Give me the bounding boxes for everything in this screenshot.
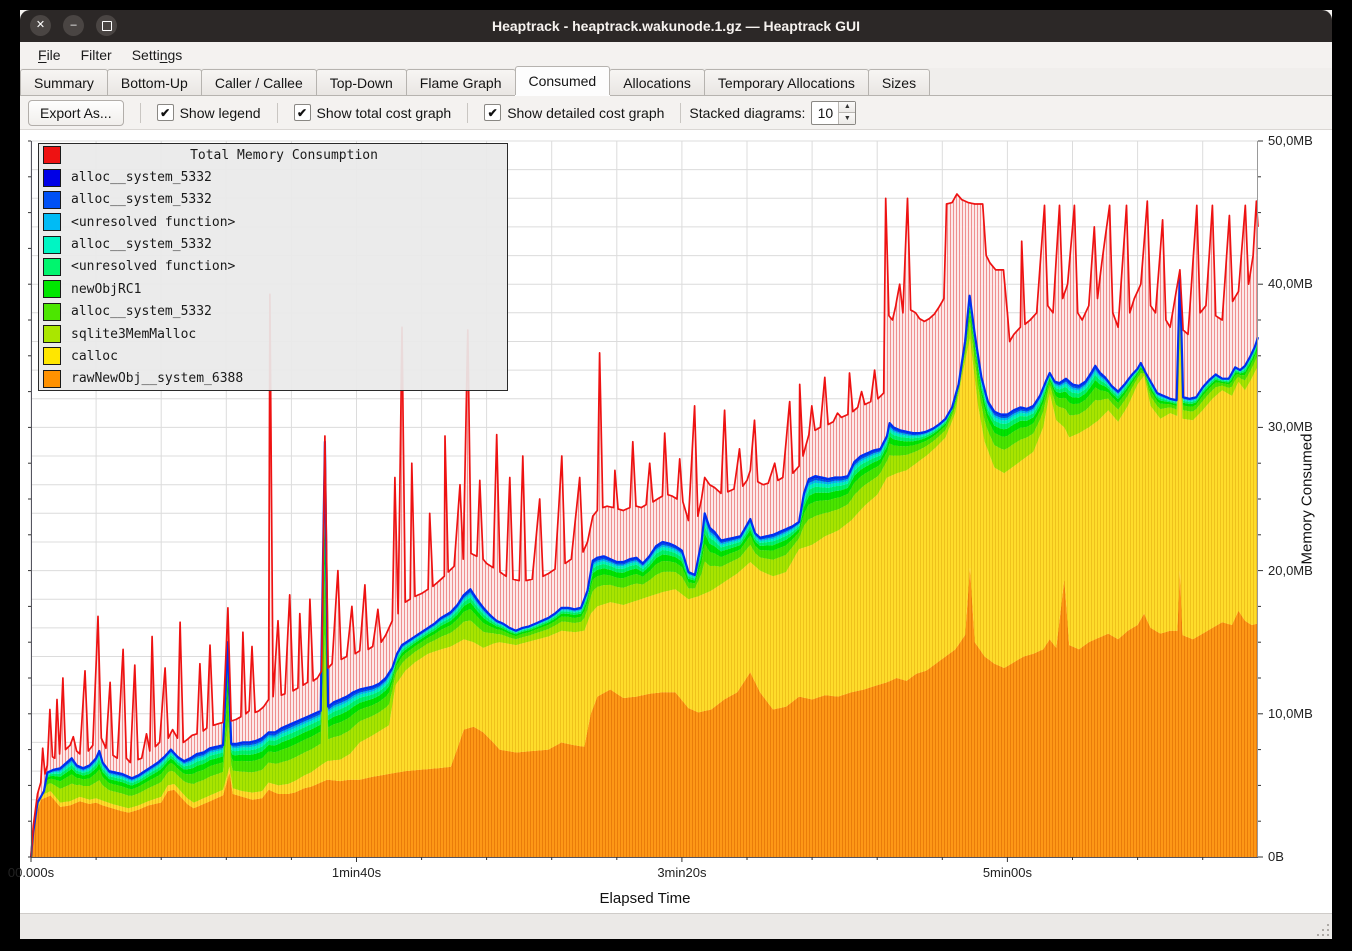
- legend-item: <unresolved function>: [39, 256, 507, 278]
- tab-caller-callee[interactable]: Caller / Callee: [200, 69, 317, 95]
- legend-item: rawNewObj__system_6388: [39, 368, 507, 390]
- spin-down-icon[interactable]: ▼: [839, 112, 856, 124]
- tab-allocations[interactable]: Allocations: [609, 69, 705, 95]
- legend-label: alloc__system_5332: [71, 170, 212, 186]
- stacked-diagrams-value[interactable]: 10: [817, 104, 834, 121]
- title-bar[interactable]: ✕ – Heaptrack - heaptrack.wakunode.1.gz …: [20, 10, 1332, 42]
- application-window: ✕ – Heaptrack - heaptrack.wakunode.1.gz …: [8, 10, 1332, 939]
- memory-consumption-chart[interactable]: [28, 140, 1271, 871]
- tab-top-down[interactable]: Top-Down: [315, 69, 407, 95]
- window-controls: ✕ –: [30, 15, 117, 36]
- legend-swatch-icon: [43, 325, 61, 344]
- legend-title-row: Total Memory Consumption: [39, 144, 507, 166]
- legend-label: <unresolved function>: [71, 214, 236, 230]
- checkmark-icon: ✔: [156, 104, 174, 121]
- tab-sizes[interactable]: Sizes: [867, 69, 931, 95]
- x-axis-tick-label: 3min20s: [657, 865, 707, 880]
- menu-filter[interactable]: Filter: [80, 47, 112, 63]
- checkmark-icon: ✔: [293, 104, 311, 121]
- stacked-diagrams-label: Stacked diagrams:: [689, 104, 806, 121]
- maximize-icon[interactable]: [96, 15, 117, 36]
- export-as-button[interactable]: Export As...: [28, 99, 124, 126]
- chart-legend[interactable]: Total Memory Consumption alloc__system_53…: [38, 143, 508, 391]
- y-axis-tick-label: 50,0MB: [1268, 133, 1313, 148]
- legend-label: calloc: [71, 348, 118, 364]
- y-axis-tick-label: 40,0MB: [1268, 276, 1313, 292]
- legend-swatch-icon: [43, 280, 61, 299]
- legend-label: alloc__system_5332: [71, 237, 212, 253]
- stacked-diagrams-spinner[interactable]: 10 ▲ ▼: [811, 100, 857, 125]
- consumed-chart-panel[interactable]: Total Memory Consumption alloc__system_53…: [8, 130, 1332, 913]
- toolbar: Export As... ✔ Show legend ✔ Show total cos…: [20, 96, 1332, 130]
- x-axis-tick-label: 00.000s: [7, 865, 55, 880]
- checkbox-show-detailed-cost-graph[interactable]: ✔ Show detailed cost graph: [484, 104, 664, 121]
- menu-settings[interactable]: Settings: [131, 47, 183, 63]
- checkbox-show-total-cost-graph[interactable]: ✔ Show total cost graph: [293, 104, 452, 121]
- legend-item: alloc__system_5332: [39, 301, 507, 323]
- y-axis-tick-label: 10,0MB: [1268, 705, 1313, 721]
- spin-up-icon[interactable]: ▲: [839, 101, 856, 112]
- tab-summary[interactable]: Summary: [20, 69, 108, 95]
- legend-item: <unresolved function>: [39, 211, 507, 233]
- legend-swatch-icon: [43, 168, 61, 187]
- legend-label: newObjRC1: [71, 281, 142, 297]
- y-axis-tick-label: 0B: [1268, 849, 1284, 864]
- menu-bar: File Filter Settings: [20, 42, 1332, 68]
- minimize-icon[interactable]: –: [63, 15, 84, 36]
- legend-swatch-icon: [43, 146, 61, 165]
- status-bar: [20, 913, 1332, 939]
- legend-label: <unresolved function>: [71, 259, 236, 275]
- toolbar-separator: [276, 102, 278, 123]
- checkbox-label: Show legend: [179, 104, 261, 121]
- window-title: Heaptrack - heaptrack.wakunode.1.gz — He…: [491, 18, 860, 34]
- x-axis-title: Elapsed Time: [599, 890, 691, 907]
- legend-swatch-icon: [43, 235, 61, 254]
- legend-swatch-icon: [43, 302, 61, 321]
- y-axis-tick-label: 20,0MB: [1268, 562, 1313, 578]
- checkbox-label: Show total cost graph: [316, 104, 452, 121]
- legend-label: sqlite3MemMalloc: [71, 326, 197, 342]
- tab-temporary-allocations[interactable]: Temporary Allocations: [703, 69, 869, 95]
- legend-item: alloc__system_5332: [39, 166, 507, 188]
- toolbar-separator: [139, 102, 141, 123]
- tab-consumed[interactable]: Consumed: [514, 66, 611, 95]
- legend-swatch-icon: [43, 257, 61, 276]
- legend-item: calloc: [39, 345, 507, 367]
- legend-swatch-icon: [43, 190, 61, 209]
- checkbox-label: Show detailed cost graph: [507, 104, 665, 121]
- x-axis-tick-label: 5min00s: [982, 865, 1032, 880]
- tab-bar: Summary Bottom-Up Caller / Callee Top-Down F…: [20, 66, 1332, 96]
- legend-swatch-icon: [43, 369, 61, 388]
- x-axis-tick-label: 1min40s: [331, 865, 382, 880]
- close-icon[interactable]: ✕: [30, 15, 51, 36]
- legend-label: alloc__system_5332: [71, 192, 212, 208]
- checkmark-icon: ✔: [484, 104, 502, 121]
- legend-item: newObjRC1: [39, 278, 507, 300]
- legend-label: Total Memory Consumption: [190, 147, 378, 163]
- legend-label: rawNewObj__system_6388: [71, 371, 244, 387]
- legend-swatch-icon: [43, 213, 61, 232]
- stacked-diagrams-control: Stacked diagrams: 10 ▲ ▼: [689, 100, 857, 125]
- legend-label: alloc__system_5332: [71, 304, 212, 320]
- menu-file[interactable]: File: [38, 47, 61, 63]
- toolbar-separator: [680, 102, 682, 123]
- legend-item: sqlite3MemMalloc: [39, 323, 507, 345]
- y-axis-title: Memory Consumed: [1298, 433, 1316, 565]
- checkbox-show-legend[interactable]: ✔ Show legend: [156, 104, 261, 121]
- toolbar-separator: [467, 102, 469, 123]
- legend-item: alloc__system_5332: [39, 233, 507, 255]
- legend-item: alloc__system_5332: [39, 189, 507, 211]
- tab-flame-graph[interactable]: Flame Graph: [405, 69, 516, 95]
- resize-grip[interactable]: [1315, 922, 1329, 936]
- legend-swatch-icon: [43, 347, 61, 366]
- y-axis-tick-label: 30,0MB: [1268, 419, 1313, 435]
- tab-bottom-up[interactable]: Bottom-Up: [106, 69, 202, 95]
